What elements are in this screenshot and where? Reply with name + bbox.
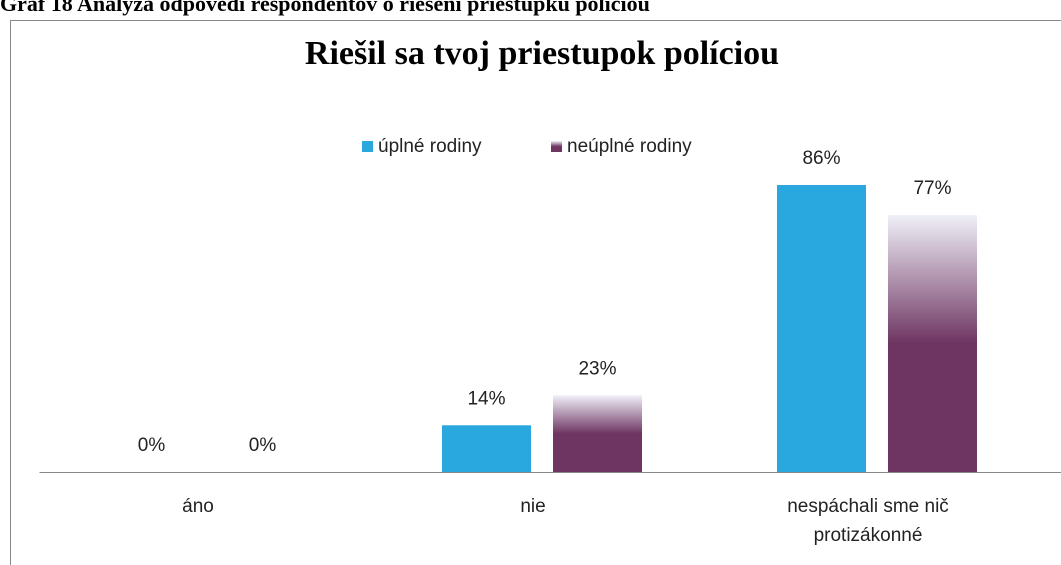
bar <box>553 395 642 472</box>
data-label: 86% <box>802 148 840 169</box>
caption: Graf 18 Analýza odpovedí respondentov o … <box>0 0 650 16</box>
bar <box>442 425 531 472</box>
x-tick-label: nie <box>520 496 546 517</box>
chart-frame <box>10 20 1061 565</box>
legend-label: neúplné rodiny <box>567 136 692 157</box>
data-label: 23% <box>578 358 616 379</box>
x-tick-label: áno <box>182 496 214 517</box>
legend-swatch <box>362 141 373 152</box>
bar <box>888 215 977 472</box>
legend-label: úplné rodiny <box>378 136 482 157</box>
data-label: 77% <box>913 178 951 199</box>
chart-title: Riešil sa tvoj priestupok políciou <box>305 35 779 72</box>
data-label: 0% <box>138 435 166 456</box>
data-label: 0% <box>249 435 277 456</box>
bar <box>777 185 866 472</box>
legend-swatch <box>551 141 562 152</box>
data-label: 14% <box>467 388 505 409</box>
x-tick-label: nespáchali sme nič protizákonné <box>787 496 949 546</box>
